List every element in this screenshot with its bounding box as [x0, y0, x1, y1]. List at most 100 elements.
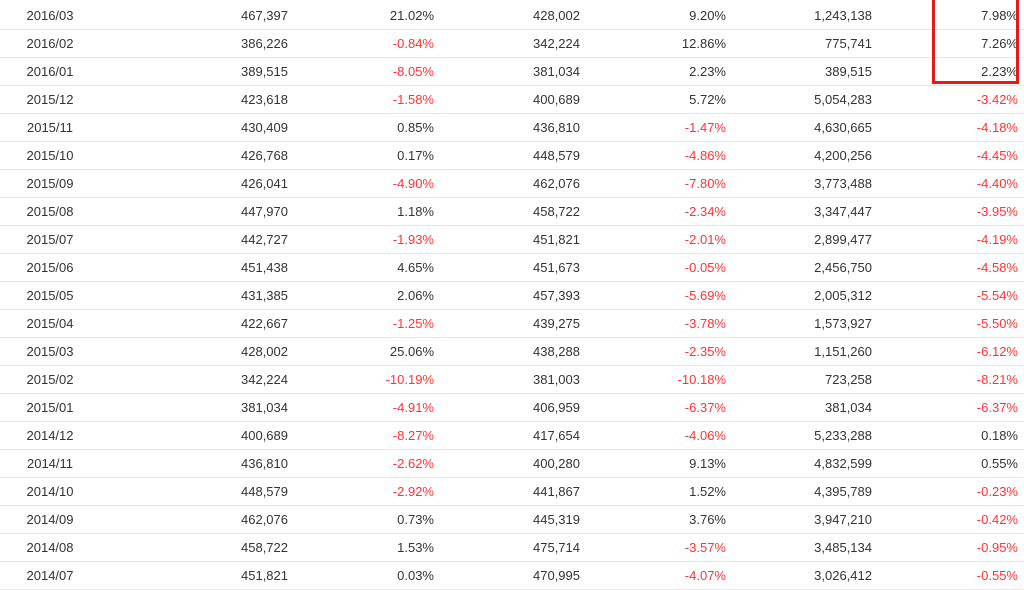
cumulative-value-cell: 4,200,256 — [726, 141, 872, 170]
month-change-rate-cell: -10.19% — [288, 365, 434, 394]
yoy-rate-cell: 1.52% — [580, 477, 726, 506]
month-cell: 2015/11 — [0, 113, 100, 142]
monthly-value-cell: 428,002 — [100, 337, 288, 366]
month-change-rate-cell: -2.92% — [288, 477, 434, 506]
yoy-rate-cell: -3.57% — [580, 533, 726, 562]
monthly-value-cell: 447,970 — [100, 197, 288, 226]
month-change-rate-cell: 1.53% — [288, 533, 434, 562]
prior-year-value-cell: 436,810 — [434, 113, 580, 142]
yoy-rate-cell: -5.69% — [580, 281, 726, 310]
month-cell: 2015/10 — [0, 141, 100, 170]
prior-year-value-cell: 381,003 — [434, 365, 580, 394]
month-cell: 2015/06 — [0, 253, 100, 282]
yoy-rate-cell: 9.13% — [580, 449, 726, 478]
month-change-rate-cell: -1.93% — [288, 225, 434, 254]
prior-year-value-cell: 417,654 — [434, 421, 580, 450]
cumulative-value-cell: 2,456,750 — [726, 253, 872, 282]
prior-year-value-cell: 438,288 — [434, 337, 580, 366]
table-row: 2014/09 462,076 0.73% 445,319 3.76% 3,947,210… — [0, 505, 1024, 534]
table-row: 2015/10 426,768 0.17% 448,579 -4.86% 4,200,25… — [0, 141, 1024, 170]
month-change-rate-cell: 0.73% — [288, 505, 434, 534]
month-cell: 2015/04 — [0, 309, 100, 338]
monthly-value-cell: 462,076 — [100, 505, 288, 534]
monthly-value-cell: 426,041 — [100, 169, 288, 198]
month-cell: 2014/07 — [0, 561, 100, 590]
table-row: 2016/03 467,397 21.02% 428,002 9.20% 1,243,13… — [0, 2, 1024, 30]
cumulative-value-cell: 4,832,599 — [726, 449, 872, 478]
table-row: 2016/02 386,226 -0.84% 342,224 12.86% 775,741… — [0, 29, 1024, 58]
month-change-rate-cell: -8.27% — [288, 421, 434, 450]
cumulative-value-cell: 5,233,288 — [726, 421, 872, 450]
table-row: 2014/07 451,821 0.03% 470,995 -4.07% 3,026,41… — [0, 561, 1024, 590]
month-change-rate-cell: 2.06% — [288, 281, 434, 310]
table-row: 2015/09 426,041 -4.90% 462,076 -7.80% 3,773,4… — [0, 169, 1024, 198]
month-change-rate-cell: -1.25% — [288, 309, 434, 338]
prior-year-value-cell: 448,579 — [434, 141, 580, 170]
table-row: 2015/12 423,618 -1.58% 400,689 5.72% 5,054,28… — [0, 85, 1024, 114]
month-change-rate-cell: 0.85% — [288, 113, 434, 142]
prior-year-value-cell: 462,076 — [434, 169, 580, 198]
month-cell: 2016/01 — [0, 57, 100, 86]
month-change-rate-cell: -1.58% — [288, 85, 434, 114]
prior-year-value-cell: 445,319 — [434, 505, 580, 534]
prior-year-value-cell: 428,002 — [434, 2, 580, 30]
month-change-rate-cell: 1.18% — [288, 197, 434, 226]
cumulative-rate-cell: 0.18% — [872, 421, 1024, 450]
cumulative-rate-cell: -0.55% — [872, 561, 1024, 590]
yoy-rate-cell: 2.23% — [580, 57, 726, 86]
table-row: 2014/12 400,689 -8.27% 417,654 -4.06% 5,233,2… — [0, 421, 1024, 450]
cumulative-value-cell: 3,947,210 — [726, 505, 872, 534]
yoy-rate-cell: 9.20% — [580, 2, 726, 30]
cumulative-rate-cell: -4.45% — [872, 141, 1024, 170]
cumulative-rate-cell: -4.19% — [872, 225, 1024, 254]
month-change-rate-cell: 0.03% — [288, 561, 434, 590]
prior-year-value-cell: 475,714 — [434, 533, 580, 562]
month-cell: 2015/05 — [0, 281, 100, 310]
table-row: 2014/08 458,722 1.53% 475,714 -3.57% 3,485,13… — [0, 533, 1024, 562]
yoy-rate-cell: -0.05% — [580, 253, 726, 282]
yoy-rate-cell: -10.18% — [580, 365, 726, 394]
cumulative-rate-cell: -5.50% — [872, 309, 1024, 338]
cumulative-rate-cell: -0.23% — [872, 477, 1024, 506]
cumulative-value-cell: 381,034 — [726, 393, 872, 422]
yoy-rate-cell: 3.76% — [580, 505, 726, 534]
month-cell: 2014/08 — [0, 533, 100, 562]
monthly-value-cell: 400,689 — [100, 421, 288, 450]
monthly-value-cell: 451,438 — [100, 253, 288, 282]
month-change-rate-cell: -4.90% — [288, 169, 434, 198]
month-cell: 2015/01 — [0, 393, 100, 422]
cumulative-value-cell: 3,773,488 — [726, 169, 872, 198]
month-cell: 2015/12 — [0, 85, 100, 114]
cumulative-rate-cell: -6.12% — [872, 337, 1024, 366]
yoy-rate-cell: -6.37% — [580, 393, 726, 422]
monthly-value-cell: 423,618 — [100, 85, 288, 114]
yoy-rate-cell: -7.80% — [580, 169, 726, 198]
table-row: 2014/10 448,579 -2.92% 441,867 1.52% 4,395,78… — [0, 477, 1024, 506]
cumulative-rate-cell: -8.21% — [872, 365, 1024, 394]
yoy-rate-cell: -4.86% — [580, 141, 726, 170]
prior-year-value-cell: 439,275 — [434, 309, 580, 338]
monthly-value-cell: 381,034 — [100, 393, 288, 422]
cumulative-value-cell: 3,026,412 — [726, 561, 872, 590]
month-change-rate-cell: 21.02% — [288, 2, 434, 30]
monthly-value-cell: 442,727 — [100, 225, 288, 254]
month-cell: 2016/03 — [0, 2, 100, 30]
month-change-rate-cell: -0.84% — [288, 29, 434, 58]
month-cell: 2015/03 — [0, 337, 100, 366]
prior-year-value-cell: 406,959 — [434, 393, 580, 422]
table-row: 2015/03 428,002 25.06% 438,288 -2.35% 1,151,2… — [0, 337, 1024, 366]
monthly-value-cell: 430,409 — [100, 113, 288, 142]
month-change-rate-cell: 0.17% — [288, 141, 434, 170]
monthly-value-cell: 342,224 — [100, 365, 288, 394]
month-change-rate-cell: -8.05% — [288, 57, 434, 86]
cumulative-value-cell: 4,395,789 — [726, 477, 872, 506]
prior-year-value-cell: 342,224 — [434, 29, 580, 58]
monthly-value-cell: 448,579 — [100, 477, 288, 506]
cumulative-rate-cell: 2.23% — [872, 57, 1024, 86]
yoy-rate-cell: -2.34% — [580, 197, 726, 226]
monthly-value-cell: 436,810 — [100, 449, 288, 478]
prior-year-value-cell: 400,689 — [434, 85, 580, 114]
cumulative-value-cell: 775,741 — [726, 29, 872, 58]
